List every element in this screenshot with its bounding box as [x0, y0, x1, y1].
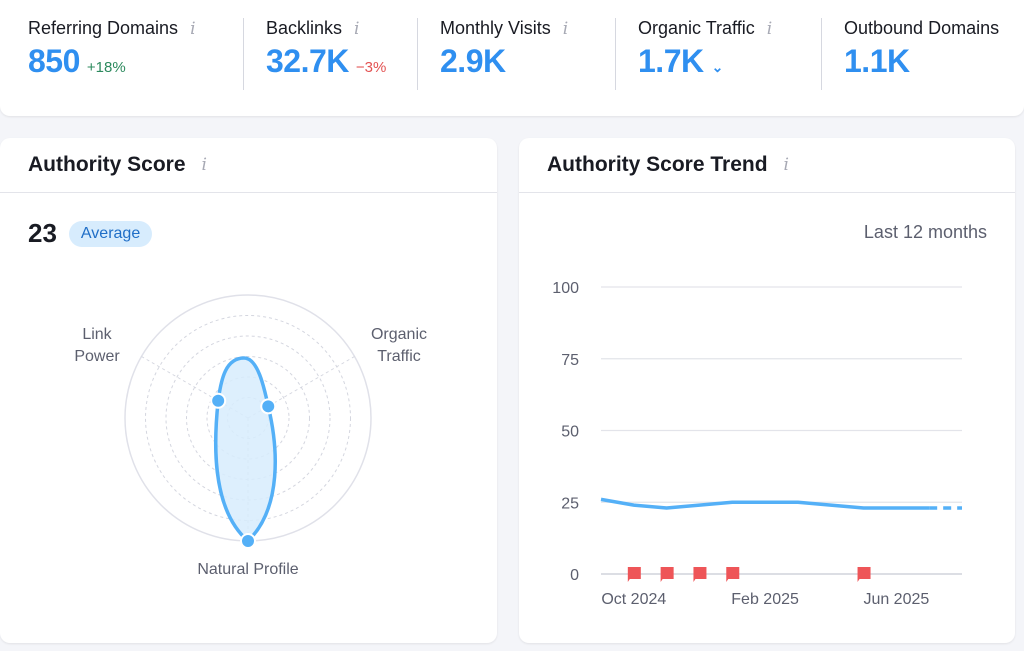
metric-value[interactable]: 850 — [28, 43, 80, 79]
divider — [417, 18, 418, 90]
event-flag-icon — [627, 567, 641, 582]
radar-point-link-power — [210, 392, 227, 409]
divider — [821, 18, 822, 90]
authority-score-value: 23 — [28, 218, 57, 248]
event-flag-icon — [726, 567, 740, 582]
metric-label: Outbound Domains — [844, 18, 1000, 38]
trend-series-line — [600, 497, 930, 510]
radar-axis-label: Link Power — [74, 326, 120, 365]
metric-monthly-visits[interactable]: Monthly Visits i 2.9K — [440, 18, 568, 80]
metric-outbound-domains[interactable]: Outbound Domains 1.1K — [844, 18, 999, 80]
radar-series-area — [213, 356, 277, 544]
radar-axis-label-line: Power — [74, 348, 120, 365]
card-header: Authority Score Trend i — [519, 138, 1015, 193]
metric-backlinks[interactable]: Backlinks i 32.7K −3% — [266, 18, 386, 80]
radar-axis-label: Organic Traffic — [371, 326, 427, 365]
authority-score-trend-card: Authority Score Trend i Last 12 months 0… — [519, 138, 1015, 643]
metric-label: Backlinks — [266, 18, 343, 38]
score-row: 23 Average — [28, 218, 153, 249]
trend-line-chart: 0 25 50 75 100 Oct 2024 Feb 2025 Jun 2025 — [552, 280, 962, 608]
metric-referring-domains[interactable]: Referring Domains i 850 +18% — [28, 18, 196, 80]
event-flag-icon — [660, 567, 674, 582]
y-tick-label: 25 — [561, 495, 579, 512]
event-flag-icon — [857, 567, 871, 582]
radar-axis-label: Natural Profile — [197, 561, 298, 578]
metrics-bar: Referring Domains i 850 +18% Backlinks i 32… — [0, 0, 1024, 116]
info-icon[interactable]: i — [190, 18, 196, 39]
metric-value[interactable]: 1.1K — [844, 43, 910, 79]
radar-point-organic-traffic — [260, 398, 277, 415]
metric-value[interactable]: 32.7K — [266, 43, 349, 79]
info-icon[interactable]: i — [766, 18, 773, 39]
event-flag-icon — [693, 567, 707, 582]
card-header: Authority Score i — [0, 138, 497, 193]
info-icon[interactable]: i — [783, 155, 789, 175]
metric-label: Monthly Visits — [440, 18, 551, 38]
range-selector[interactable]: Last 12 months — [863, 222, 987, 242]
radar-axis-label-line: Natural Profile — [197, 561, 298, 578]
info-icon[interactable]: i — [354, 18, 360, 39]
info-icon[interactable]: i — [562, 18, 569, 39]
metric-label: Organic Traffic — [638, 18, 755, 38]
info-icon[interactable]: i — [201, 155, 207, 175]
radar-point-natural-profile — [240, 533, 256, 549]
radar-axis-label-line: Link — [82, 326, 112, 343]
y-tick-label: 100 — [552, 280, 579, 297]
metric-value[interactable]: 2.9K — [440, 43, 506, 79]
x-tick-label: Feb 2025 — [731, 591, 799, 608]
radar-ring — [145, 315, 351, 521]
authority-score-card: Authority Score i 23 Average Link Power Or… — [0, 138, 497, 643]
y-tick-label: 75 — [561, 352, 579, 369]
chevron-down-icon[interactable]: ⌄ — [711, 59, 724, 75]
metric-value[interactable]: 1.7K — [638, 43, 704, 79]
metric-delta: −3% — [355, 59, 387, 76]
x-tick-label: Oct 2024 — [601, 591, 666, 608]
radar-axis-label-line: Organic — [371, 326, 427, 343]
radar-chart: Link Power Organic Traffic Natural Profile — [74, 294, 427, 578]
metric-organic-traffic[interactable]: Organic Traffic i 1.7K ⌄ — [638, 18, 772, 80]
divider — [615, 18, 616, 90]
y-tick-label: 0 — [570, 567, 579, 584]
metric-label: Referring Domains — [28, 18, 179, 38]
card-title: Authority Score — [28, 153, 186, 176]
card-title: Authority Score Trend — [547, 153, 768, 176]
metric-delta: +18% — [86, 59, 126, 76]
score-badge: Average — [68, 220, 153, 247]
radar-axis-label-line: Traffic — [377, 348, 421, 365]
y-tick-label: 50 — [561, 424, 579, 441]
x-tick-label: Jun 2025 — [863, 591, 929, 608]
divider — [243, 18, 244, 90]
